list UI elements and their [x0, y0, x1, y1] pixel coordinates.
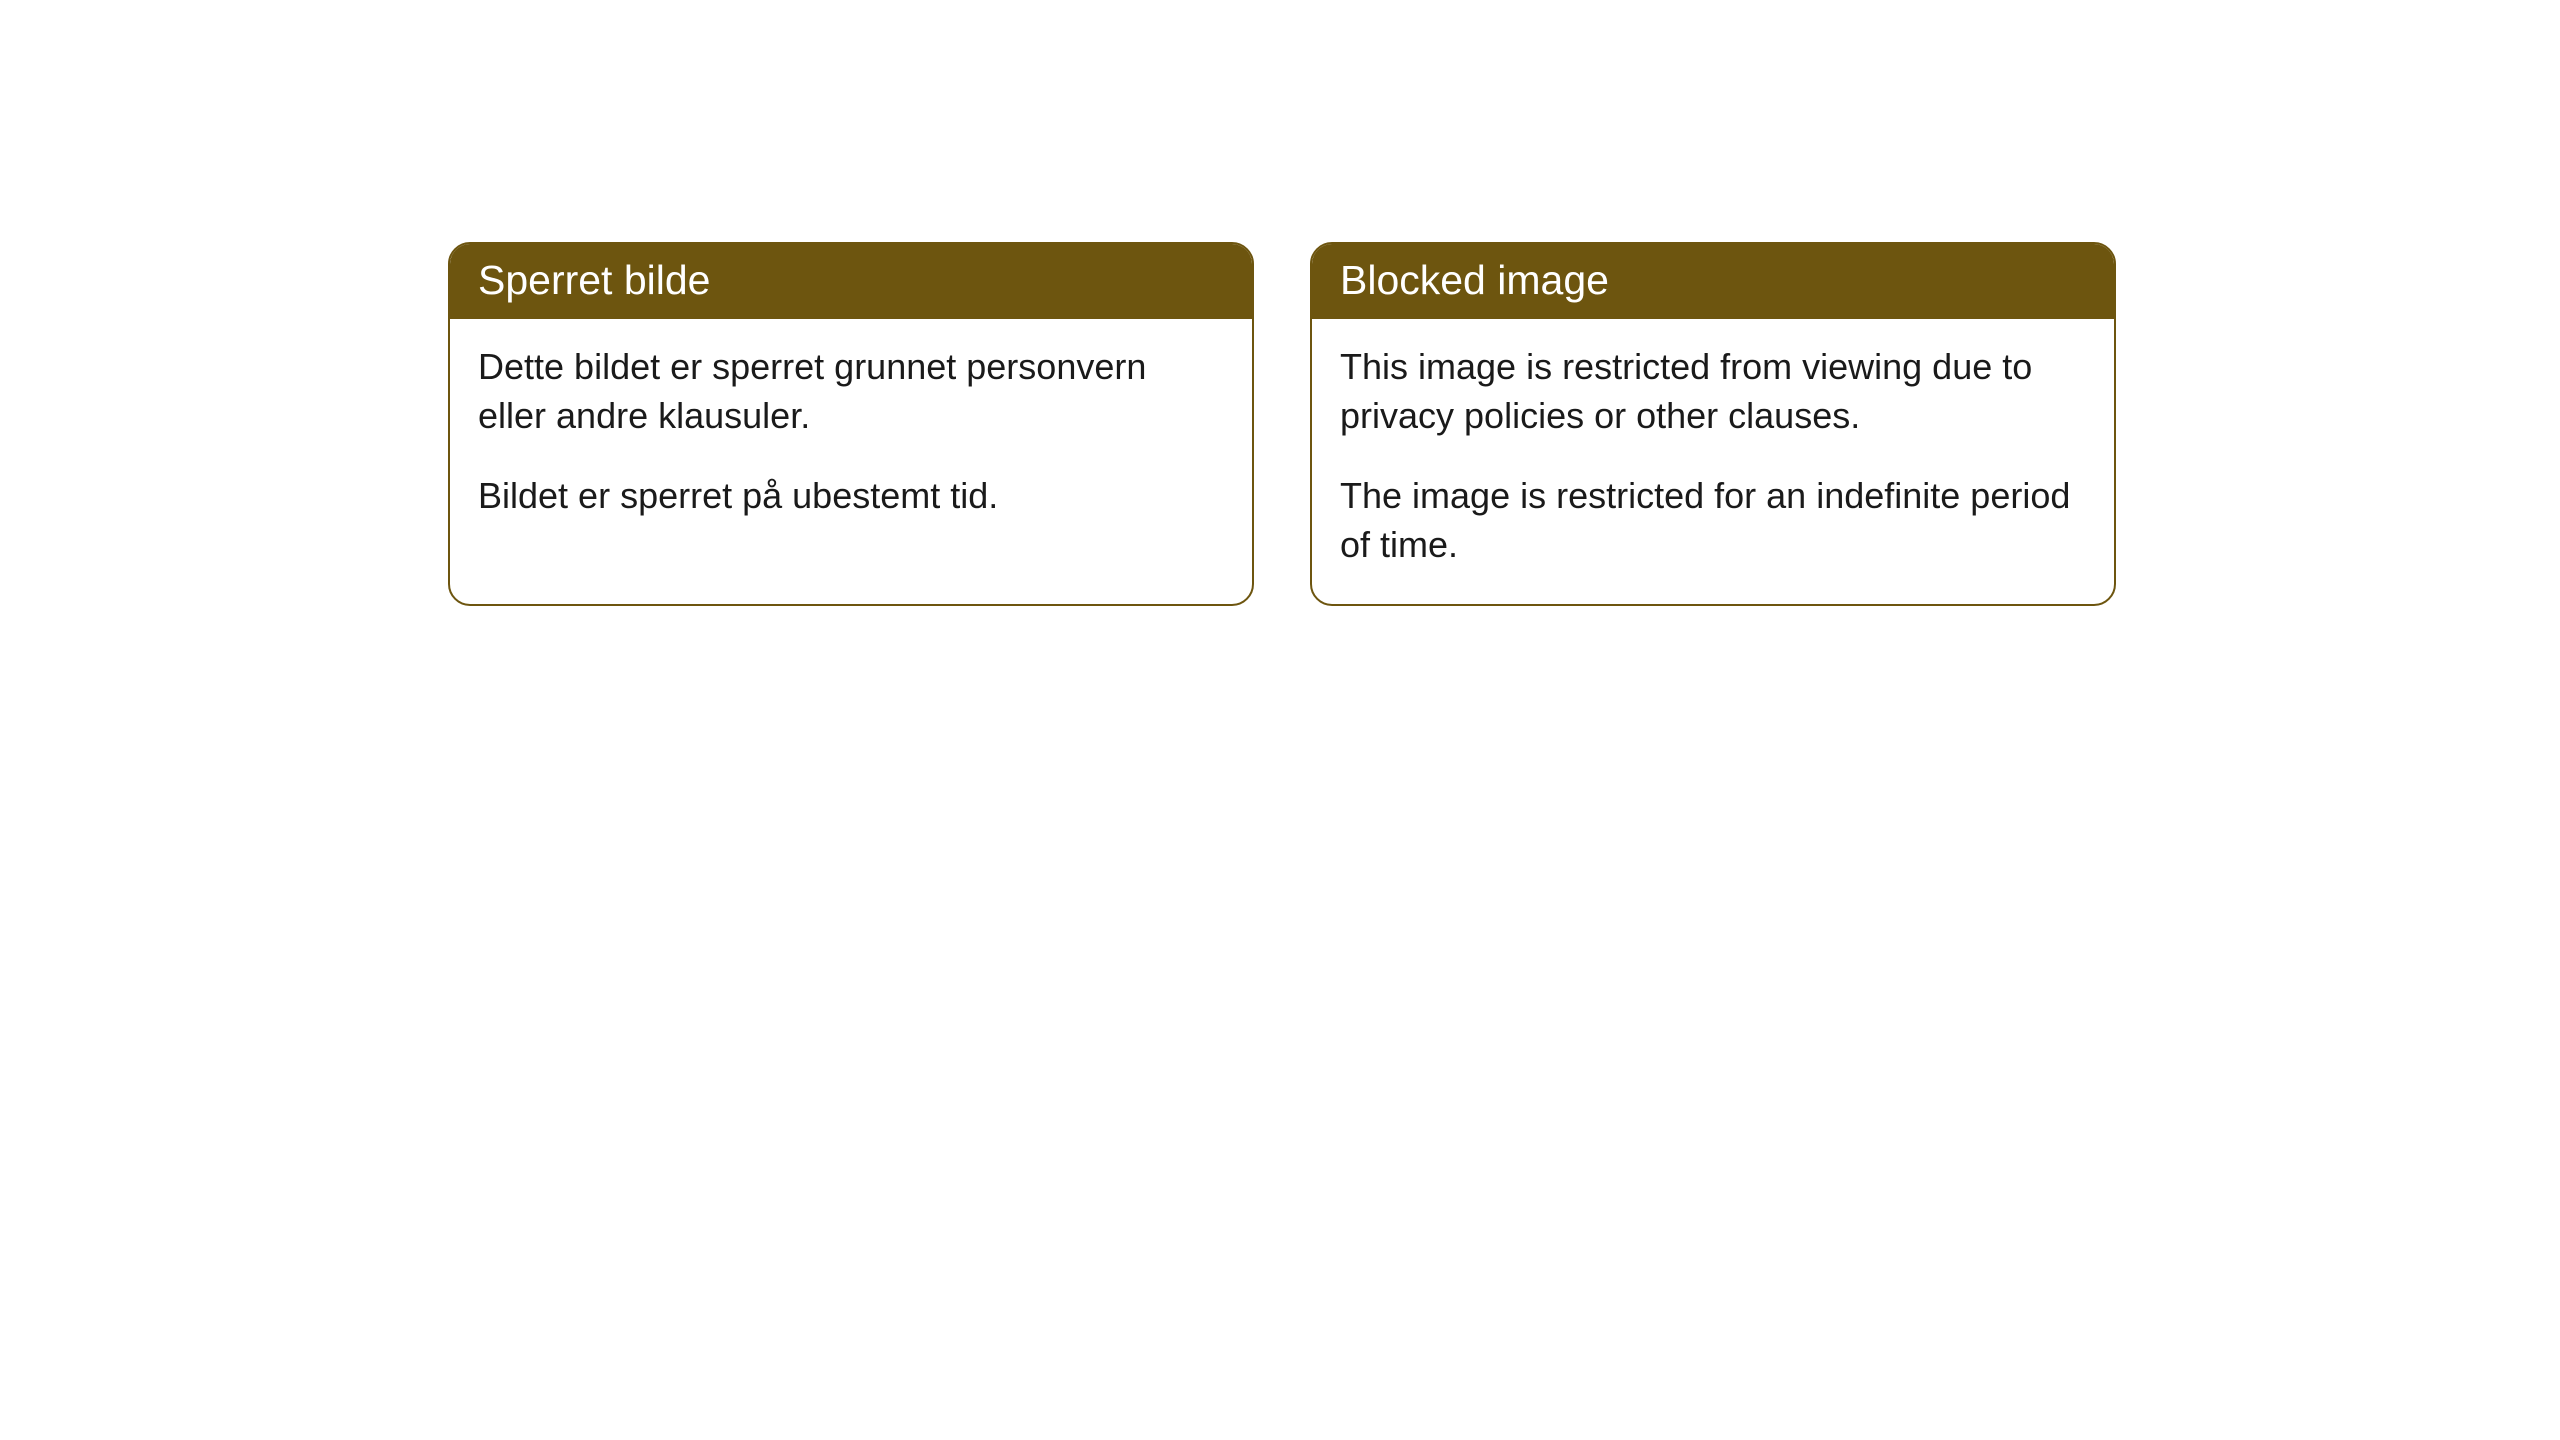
card-body-no: Dette bildet er sperret grunnet personve…: [450, 319, 1252, 555]
card-title-en: Blocked image: [1312, 244, 2114, 319]
notice-cards-container: Sperret bilde Dette bildet er sperret gr…: [0, 0, 2560, 606]
card-paragraph-no-1: Dette bildet er sperret grunnet personve…: [478, 343, 1224, 440]
card-body-en: This image is restricted from viewing du…: [1312, 319, 2114, 603]
card-paragraph-en-2: The image is restricted for an indefinit…: [1340, 472, 2086, 569]
blocked-image-card-en: Blocked image This image is restricted f…: [1310, 242, 2116, 606]
card-paragraph-en-1: This image is restricted from viewing du…: [1340, 343, 2086, 440]
blocked-image-card-no: Sperret bilde Dette bildet er sperret gr…: [448, 242, 1254, 606]
card-paragraph-no-2: Bildet er sperret på ubestemt tid.: [478, 472, 1224, 521]
card-title-no: Sperret bilde: [450, 244, 1252, 319]
